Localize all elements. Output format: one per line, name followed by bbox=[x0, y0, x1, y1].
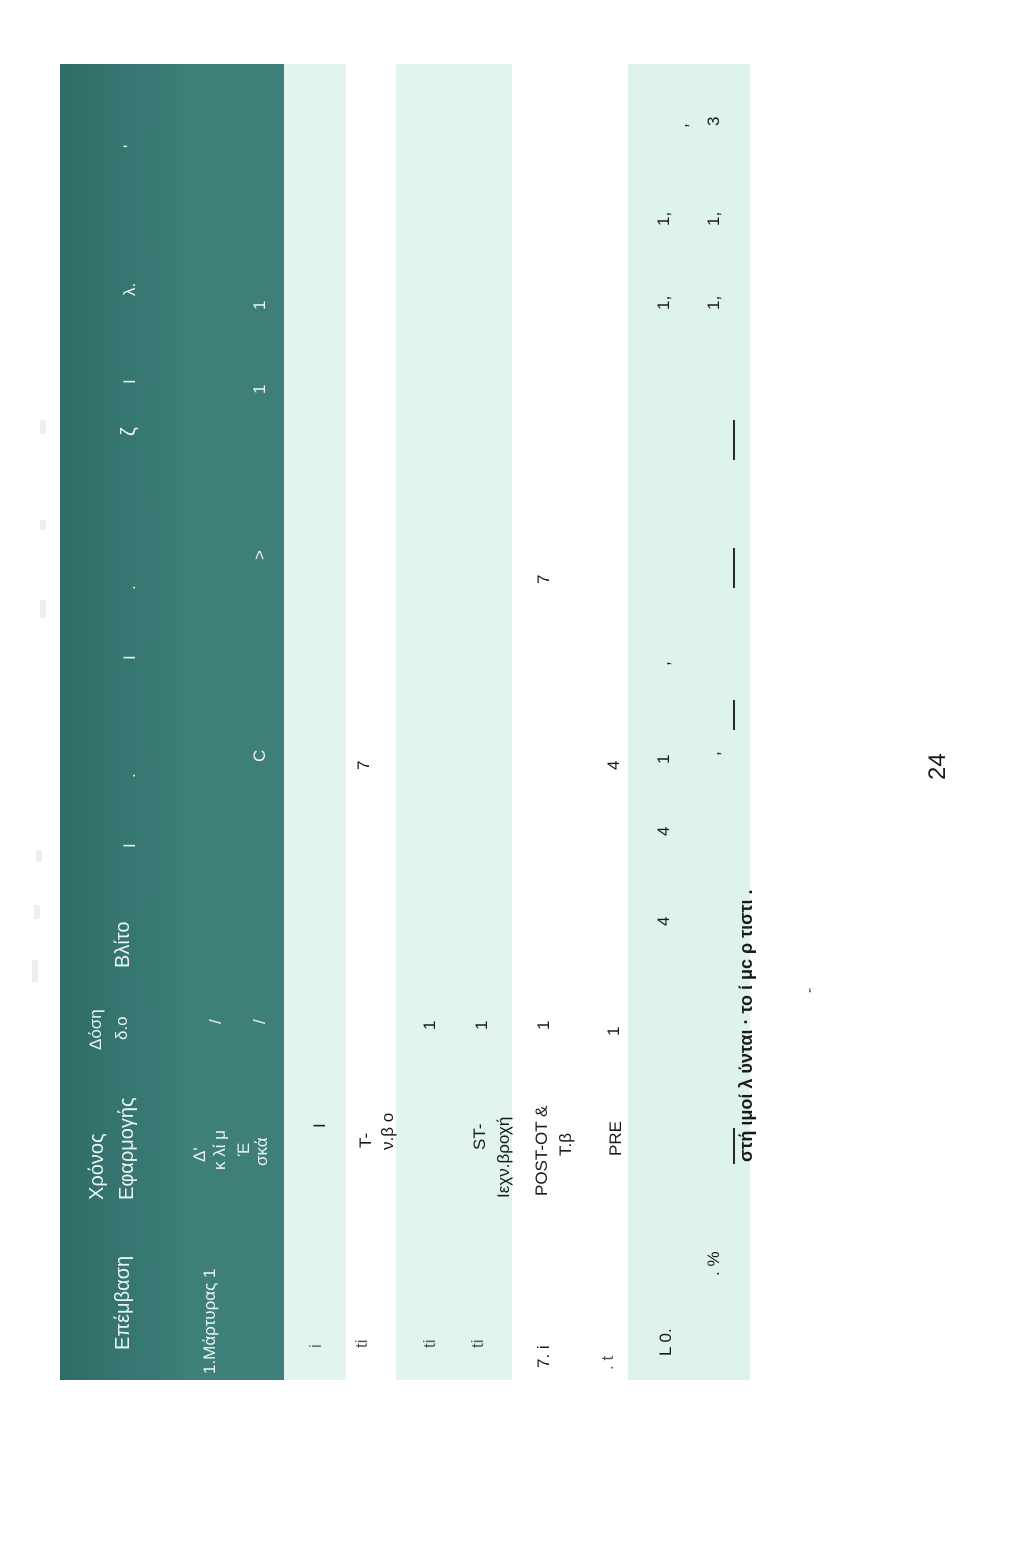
header-mark-5: ζ bbox=[118, 427, 140, 436]
row-5-label: ti bbox=[468, 1339, 487, 1349]
row-4-label: ti bbox=[420, 1339, 439, 1349]
table-row-1-band bbox=[178, 64, 284, 1380]
header-mark-1: I bbox=[120, 843, 139, 848]
footer-rule-4 bbox=[733, 420, 735, 460]
table-header-band bbox=[60, 64, 178, 1380]
row-1-val-3: 1 bbox=[250, 384, 269, 394]
row-3-time-2: ν.β ο bbox=[378, 1112, 397, 1150]
footer-rule-2 bbox=[733, 700, 735, 730]
row-3-val-1: 7 bbox=[354, 760, 373, 770]
row-3-label: ti bbox=[352, 1339, 371, 1349]
row-6-time-2: Τ.β bbox=[556, 1132, 575, 1156]
row-9-val-1: , bbox=[704, 751, 723, 756]
row-6-val-1: 7 bbox=[534, 574, 553, 584]
footer-rule-1 bbox=[733, 1128, 735, 1164]
row-1-time-1: Δ' bbox=[190, 1147, 209, 1162]
row-2-label: i bbox=[306, 1344, 325, 1348]
row-2-time-1: I bbox=[310, 1123, 329, 1128]
row-7-time-1: PRE bbox=[606, 1121, 625, 1156]
row-8-val-5: 1, bbox=[654, 295, 673, 310]
header-time-line2: Εφαρμογής bbox=[116, 1097, 138, 1200]
table-row-2-band bbox=[284, 64, 346, 1380]
row-7-dose-1: 1 bbox=[604, 1026, 623, 1036]
row-5-dose-1: 1 bbox=[472, 1020, 491, 1030]
row-1-time-2: κ λί μ bbox=[210, 1129, 229, 1170]
row-1-dose-1: / bbox=[206, 1019, 225, 1024]
row-6-time-1: POST-OT & bbox=[532, 1105, 551, 1196]
row-1-label: 1.Μάρτυρας 1 bbox=[200, 1268, 219, 1374]
row-8-val-3: 1 bbox=[654, 754, 673, 764]
row-1-val-2: > bbox=[250, 550, 269, 560]
row-5-time-1: ST- bbox=[470, 1123, 489, 1150]
header-dose-line2: δ.ο bbox=[112, 1016, 131, 1040]
header-entry: Επέμβαση bbox=[112, 1255, 134, 1350]
header-dose-line1: Δόση bbox=[86, 1009, 105, 1050]
row-4-dose-1: 1 bbox=[420, 1020, 439, 1030]
row-9-val-2: 1, bbox=[704, 295, 723, 310]
table-row-4-band bbox=[396, 64, 512, 1380]
row-9-val-4: 3 bbox=[704, 116, 723, 126]
row-8-val-1: 4 bbox=[654, 916, 673, 926]
table-row-6-band bbox=[628, 64, 750, 1380]
row-1-time-4: σκά bbox=[252, 1137, 271, 1166]
row-8-label: L 0. bbox=[656, 1328, 675, 1356]
header-vlito: Βλίτο bbox=[112, 921, 134, 968]
row-9-val-3: 1, bbox=[704, 211, 723, 226]
stray-mark: ‘ bbox=[808, 985, 812, 1005]
row-1-val-1: C bbox=[250, 749, 269, 762]
row-8-val-2: 4 bbox=[654, 826, 673, 836]
header-mark-8: ' bbox=[120, 144, 139, 148]
header-time-line1: Χρόνος bbox=[86, 1133, 108, 1200]
row-6-dose-1: 1 bbox=[534, 1020, 553, 1030]
table-row-5-band bbox=[512, 64, 628, 1380]
footer-text-line: στή ιμοί λ ύνται · το ί μc ρ τιστι . bbox=[736, 889, 756, 1162]
row-6-label: 7. i bbox=[534, 1345, 553, 1368]
footer-rule-3 bbox=[733, 548, 735, 588]
header-mark-2: . bbox=[120, 773, 139, 778]
header-mark-3: I bbox=[120, 655, 139, 660]
row-7-label: . t bbox=[598, 1355, 617, 1370]
header-mark-7: λ. bbox=[120, 282, 139, 296]
row-8-val-7: , bbox=[672, 123, 691, 128]
row-8-val-6: 1, bbox=[654, 211, 673, 226]
row-8-val-4: , bbox=[654, 661, 673, 666]
row-9-label: . % bbox=[704, 1251, 723, 1276]
row-1-time-3: Έ bbox=[234, 1142, 253, 1156]
header-mark-4: . bbox=[120, 585, 139, 590]
table-row-3-band bbox=[346, 64, 396, 1380]
page-number: 24 bbox=[924, 753, 951, 780]
row-3-time-1: T- bbox=[356, 1132, 375, 1148]
row-7-val-1: 4 bbox=[604, 760, 623, 770]
row-1-dose-2: / bbox=[250, 1019, 269, 1024]
row-5-time-2: Ιεχν.βροχή bbox=[494, 1116, 513, 1198]
row-1-val-4: 1 bbox=[250, 300, 269, 310]
header-mark-6: I bbox=[120, 379, 139, 384]
